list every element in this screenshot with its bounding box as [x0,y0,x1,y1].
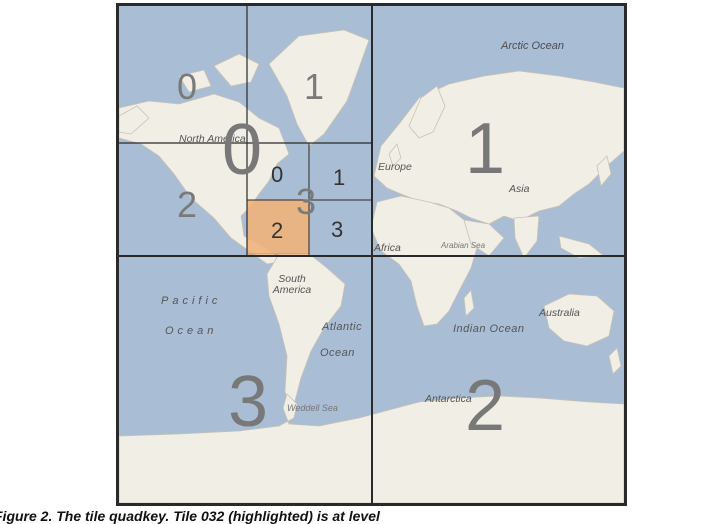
tile-quadkey-map: Arctic Ocean North America Europe Asia A… [116,3,627,506]
quadkey-level2-1: 1 [304,66,325,107]
label-antarctica: Antarctica [425,393,472,405]
arctic-islands-land [178,53,260,93]
quadkey-level3-0: 0 [271,162,284,187]
label-australia: Australia [539,307,580,319]
quadkey-level2-2: 2 [177,184,198,225]
scandinavia-land [408,85,446,139]
label-north-america: North America [179,133,246,145]
quadkey-level2-3: 3 [296,181,317,222]
highlighted-tile [246,199,310,255]
se-asia-land [558,235,606,259]
label-indian-ocean: Indian Ocean [453,323,525,335]
label-asia: Asia [509,183,530,195]
madagascar-land [463,289,475,317]
quadkey-level1-2: 2 [465,366,506,446]
quadkey-level1-3: 3 [228,362,269,442]
label-pacific: Pacific [161,295,222,307]
india-land [513,215,540,259]
figure-caption: Figure 2. The tile quadkey. Tile 032 (hi… [0,508,380,524]
quadkey-level3-2-highlighted: 2 [271,218,284,243]
japan-land [596,155,612,187]
label-arctic-ocean: Arctic Ocean [501,40,564,52]
label-europe: Europe [378,161,412,173]
arabia-land [463,219,505,257]
label-south-america: South America [272,273,312,296]
quadkey-level3-3: 3 [331,217,344,242]
australia-land [543,293,615,347]
south-america-land [266,251,346,413]
new-zealand-land [608,347,622,375]
label-atlantic-ocean: Ocean [320,347,355,359]
greenland-land [268,29,370,147]
uk-land [388,143,402,167]
alaska-land [119,105,150,135]
africa-land [370,195,480,327]
quadkey-level1-0: 0 [222,110,263,190]
label-arabian-sea: Arabian Sea [441,241,486,250]
label-pacific-ocean: Ocean [165,325,218,337]
world-map-graphic [119,6,624,503]
quadkey-level1-1: 1 [465,109,506,189]
quadkey-level2-0: 0 [177,66,198,107]
label-africa: Africa [374,242,401,254]
label-atlantic: Atlantic [322,321,363,333]
label-weddell-sea: Weddell Sea [287,403,338,413]
quadkey-level3-1: 1 [333,165,346,190]
